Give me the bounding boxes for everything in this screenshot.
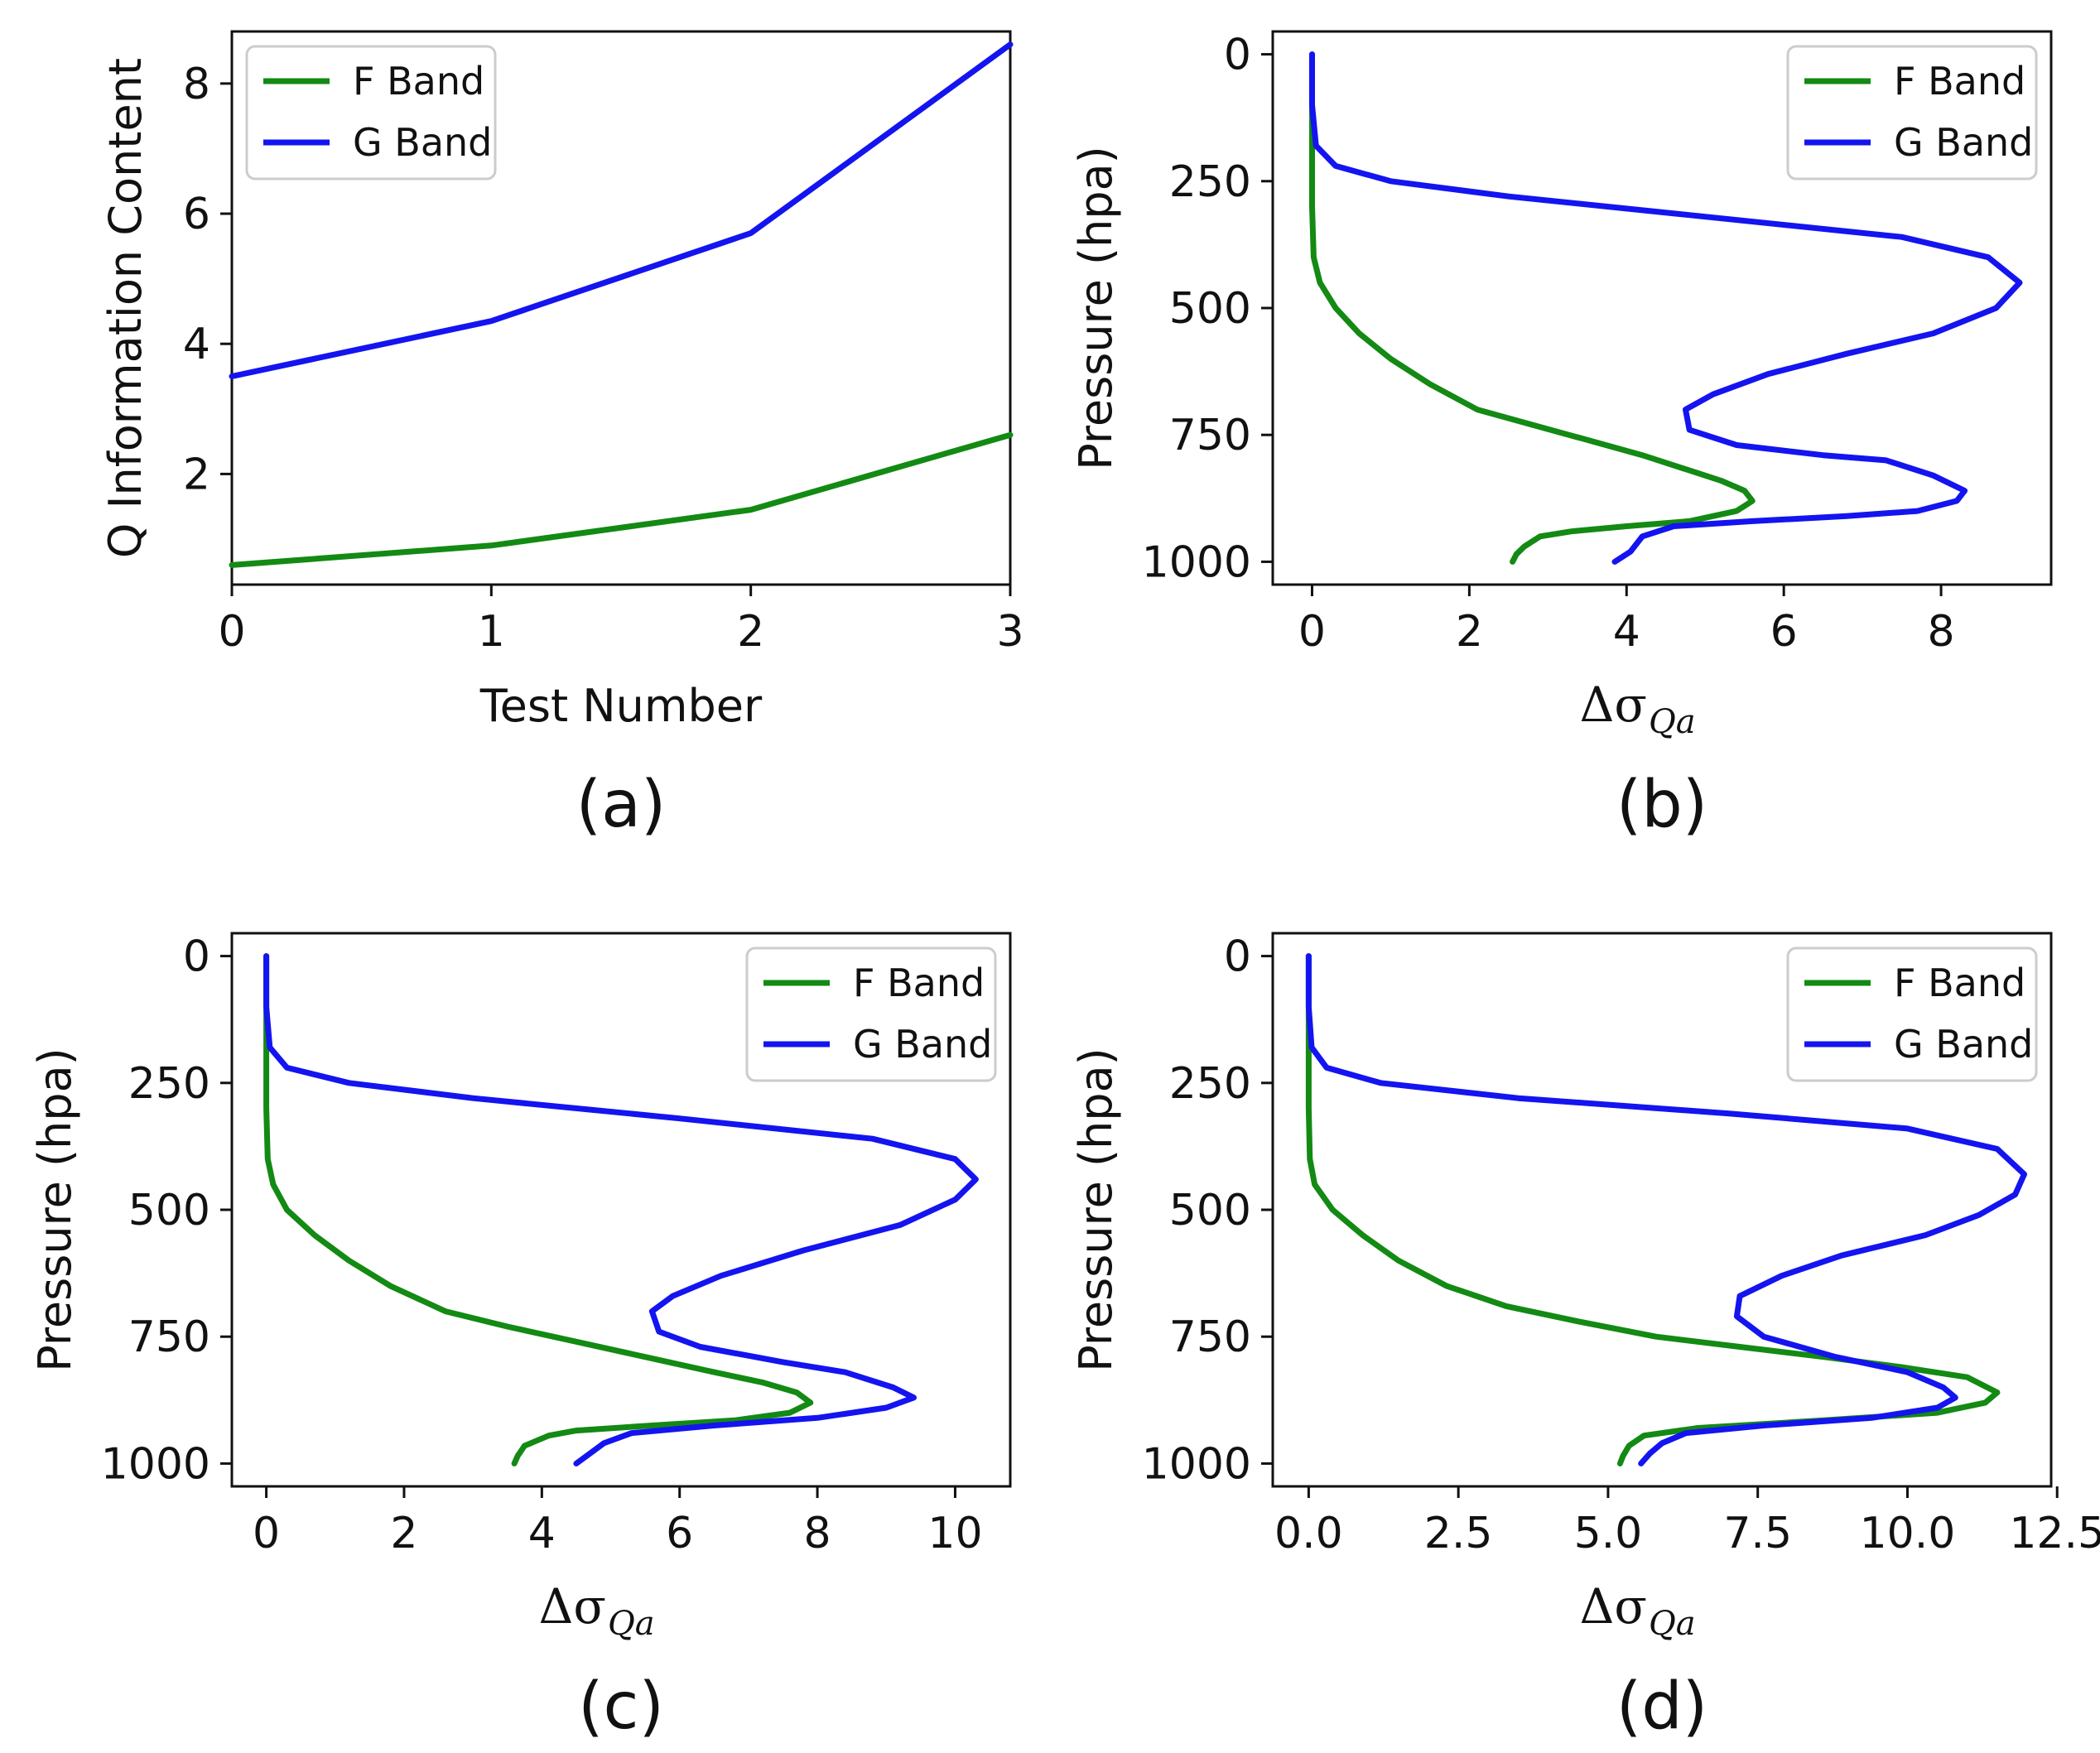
- y-axis-label: Pressure (hpa): [1070, 146, 1122, 470]
- y-tick-label: 4: [183, 320, 210, 369]
- x-tick-label: 0: [1298, 607, 1326, 657]
- x-tick-label: 3: [996, 607, 1024, 657]
- legend-label-f-band: F Band: [853, 961, 985, 1005]
- x-axis-label-subscript: Qa: [1649, 703, 1696, 741]
- y-tick-label: 250: [1169, 1059, 1251, 1109]
- g-band-line: [229, 41, 1014, 379]
- y-tick-label: 1000: [1142, 1439, 1251, 1489]
- x-axis-label-symbol: Δσ: [1580, 677, 1647, 733]
- legend-label-g-band: G Band: [1894, 120, 2033, 165]
- x-axis-label-subscript: Qa: [608, 1605, 655, 1643]
- x-tick-label: 10.0: [1860, 1509, 1956, 1558]
- x-tick-label: 2: [737, 607, 764, 657]
- y-tick-label: 1000: [1142, 537, 1251, 587]
- panel-caption: (d): [1616, 1669, 1707, 1744]
- y-tick-label: 250: [1169, 157, 1251, 207]
- x-axis-label: Test Number: [479, 680, 763, 732]
- y-tick-label: 1000: [101, 1439, 210, 1489]
- x-axis-label: Δσ Qa: [1580, 677, 1696, 741]
- y-tick-label: 0: [183, 932, 210, 982]
- f-band-line: [1309, 51, 1756, 565]
- x-axis-label: Δσ Qa: [539, 1578, 655, 1643]
- y-axis-label: Pressure (hpa): [29, 1047, 81, 1371]
- panel-d: 0.0 2.5 5.0 7.5 10.0 12.5 0 250 500 750 1000 Pressu…: [1070, 932, 2100, 1744]
- y-tick-label: 500: [1169, 1186, 1251, 1235]
- x-tick-label: 12.5: [2009, 1509, 2100, 1558]
- y-tick-label: 750: [1169, 411, 1251, 460]
- y-tick-label: 6: [183, 190, 210, 239]
- panel-b: 0 2 4 6 8 0 250 500 750 1000 Pressure (hpa) Δσ Qa (b)…: [1070, 30, 2053, 842]
- y-tick-label: 250: [128, 1059, 210, 1109]
- legend-label-f-band: F Band: [1894, 59, 2025, 104]
- y-axis-label: Q Information Content: [99, 58, 152, 558]
- x-axis-label-symbol: Δσ: [1580, 1578, 1647, 1635]
- x-axis-label-symbol: Δσ: [539, 1578, 606, 1635]
- legend-label-f-band: F Band: [1894, 961, 2025, 1005]
- g-band-line: [1305, 953, 2027, 1466]
- x-tick-label: 10: [927, 1509, 982, 1558]
- x-tick-label: 2: [390, 1509, 417, 1558]
- x-tick-label: 6: [1770, 607, 1798, 657]
- legend: F Band G Band: [745, 946, 997, 1082]
- x-tick-label: 0: [218, 607, 245, 657]
- x-tick-label: 2: [1456, 607, 1483, 657]
- y-tick-label: 750: [128, 1312, 210, 1362]
- panel-c: 0 2 4 6 8 10 0 250 500 750 1000 Pressure (hpa) Δσ Qa (…: [29, 932, 1012, 1744]
- legend: F Band G Band: [1786, 946, 2038, 1082]
- x-axis-label-subscript: Qa: [1649, 1605, 1696, 1643]
- x-tick-label: 0.0: [1274, 1509, 1343, 1558]
- x-axis-label: Δσ Qa: [1580, 1578, 1696, 1643]
- x-tick-label: 4: [528, 1509, 556, 1558]
- g-band-line: [263, 953, 979, 1466]
- y-tick-label: 750: [1169, 1312, 1251, 1362]
- x-tick-label: 5.0: [1574, 1509, 1643, 1558]
- y-tick-label: 500: [128, 1186, 210, 1235]
- y-tick-label: 2: [183, 450, 210, 499]
- legend: F Band G Band: [1786, 45, 2038, 181]
- x-tick-label: 4: [1613, 607, 1640, 657]
- x-tick-label: 1: [478, 607, 505, 657]
- legend-label-g-band: G Band: [1894, 1022, 2033, 1067]
- panel-a: 0 1 2 3 2 4 6 8 Q Information Content Test Number…: [99, 30, 1024, 842]
- legend-label-g-band: G Band: [853, 1022, 992, 1067]
- y-tick-label: 8: [183, 60, 210, 109]
- y-tick-label: 500: [1169, 284, 1251, 334]
- f-band-line: [263, 953, 814, 1466]
- legend-label-g-band: G Band: [353, 120, 492, 165]
- x-tick-label: 2.5: [1424, 1509, 1493, 1558]
- y-tick-label: 0: [1224, 31, 1251, 80]
- x-tick-label: 8: [1928, 607, 1955, 657]
- g-band-line: [1309, 51, 2023, 565]
- plot-frame: [230, 30, 1012, 586]
- legend-label-f-band: F Band: [353, 59, 484, 104]
- panel-caption: (c): [578, 1669, 664, 1744]
- x-tick-label: 7.5: [1723, 1509, 1792, 1558]
- x-tick-label: 8: [804, 1509, 831, 1558]
- x-tick-label: 0: [253, 1509, 280, 1558]
- y-tick-label: 0: [1224, 932, 1251, 982]
- panel-caption: (b): [1616, 768, 1707, 842]
- y-axis-label: Pressure (hpa): [1070, 1047, 1122, 1371]
- f-band-line: [229, 431, 1014, 568]
- legend: F Band G Band: [245, 45, 497, 181]
- f-band-line: [1305, 953, 2001, 1466]
- panel-caption: (a): [576, 768, 667, 842]
- x-tick-label: 6: [666, 1509, 693, 1558]
